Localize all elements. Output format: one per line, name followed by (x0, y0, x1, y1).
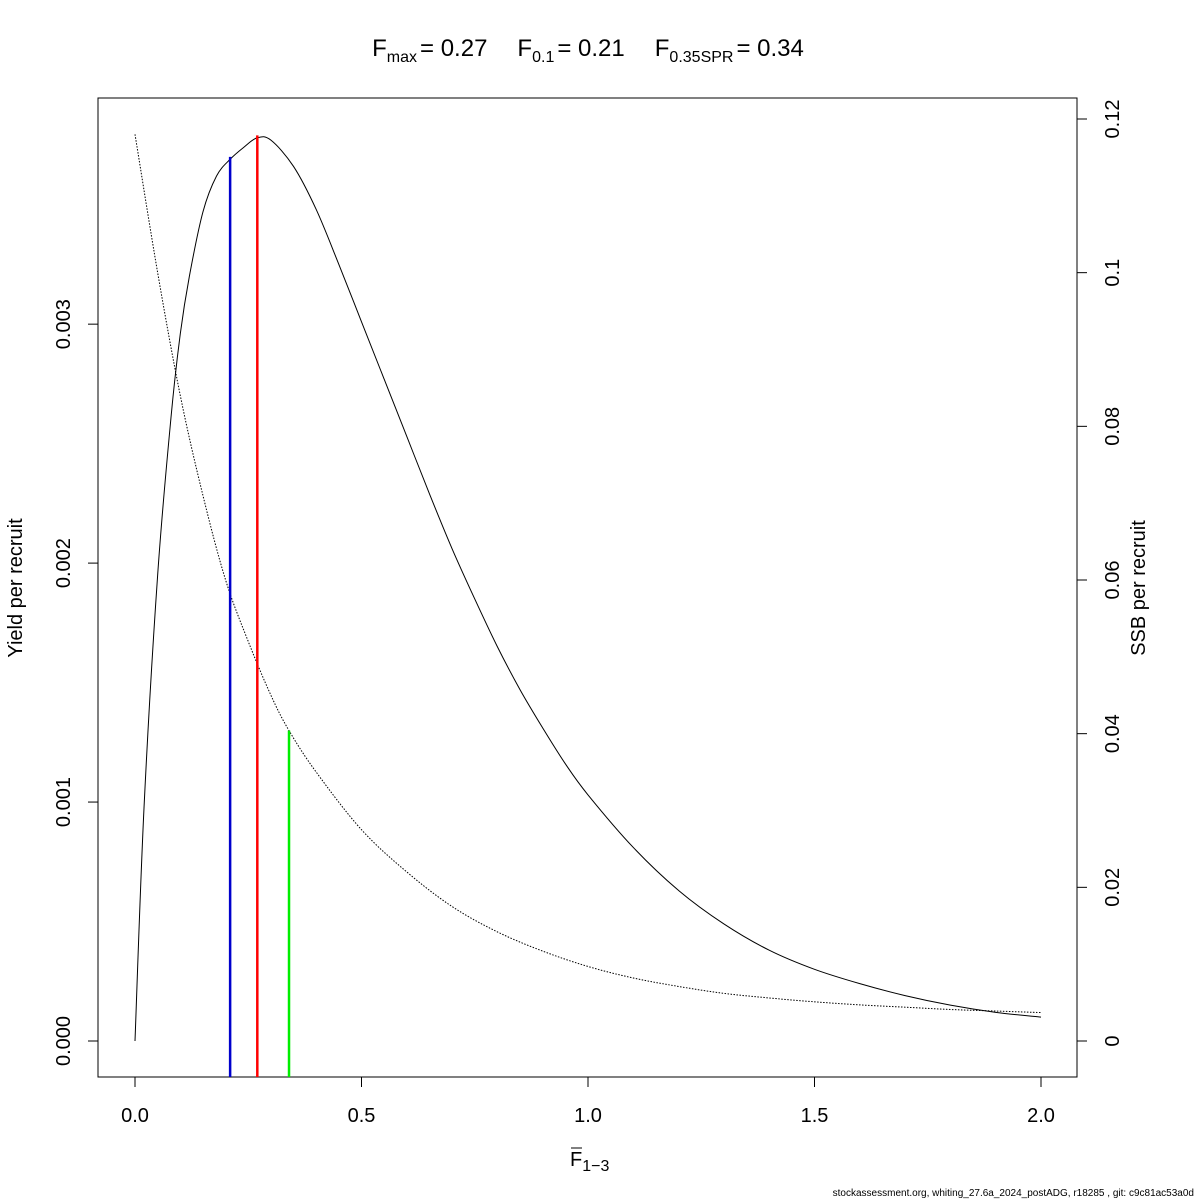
title-f01-sub: 0.1 (532, 49, 554, 66)
series-lines (134, 134, 1042, 1042)
x-tick-label: 1.5 (801, 1105, 829, 1127)
y-left-tick-label: 0.001 (53, 777, 75, 827)
x-tick-label: 0.5 (348, 1105, 376, 1127)
title-fspr-sub: 0.35SPR (669, 49, 733, 66)
title-f01-main: F (517, 35, 532, 62)
reference-lines (228, 135, 291, 1077)
y-right-tick-label: 0.08 (1102, 407, 1124, 446)
title-f01-value: = 0.21 (557, 35, 624, 62)
x-axis-label-main: F (570, 1149, 582, 1171)
y-left-tick-label: 0.002 (53, 538, 75, 588)
x-tick-label: 1.0 (574, 1105, 602, 1127)
x-tick-label: 2.0 (1027, 1105, 1055, 1127)
x-axis-label: F1−3 (570, 1147, 609, 1175)
ssb-per-recruit-line (134, 134, 1042, 1014)
y-left-tick-label: 0.000 (53, 1016, 75, 1066)
yield-per-recruit-line (134, 136, 1042, 1042)
footer-note: stockassessment.org, whiting_27.6a_2024_… (833, 1188, 1194, 1199)
y-right-tick-label: 0.04 (1102, 714, 1124, 753)
y-left-tick-label: 0.003 (53, 299, 75, 349)
chart-title: Fmax = 0.27 F0.1 = 0.21 F0.35SPR = 0.34 (372, 35, 804, 66)
title-fmax-value: = 0.27 (420, 35, 487, 62)
y-right-tick-label: 0.1 (1102, 259, 1124, 287)
axis-ticks: 0.0 0.5 1.0 1.5 2.0 0.000 0.001 0.002 0.003 0 0.02… (53, 100, 1124, 1127)
x-tick-label: 0.0 (121, 1105, 149, 1127)
svg-text:F1−3: F1−3 (570, 1149, 609, 1175)
x-axis-label-sub: 1−3 (582, 1158, 609, 1175)
title-fmax-sub: max (387, 49, 417, 66)
y-right-axis-label: SSB per recruit (1128, 520, 1150, 656)
y-right-tick-label: 0.12 (1102, 100, 1124, 139)
title-fspr-value: = 0.34 (736, 35, 803, 62)
y-right-tick-label: 0.06 (1102, 561, 1124, 600)
y-right-tick-label: 0 (1102, 1035, 1124, 1046)
title-fspr-main: F (655, 35, 670, 62)
title-fmax-main: F (372, 35, 387, 62)
y-left-axis-label: Yield per recruit (5, 518, 27, 658)
y-right-tick-label: 0.02 (1102, 868, 1124, 907)
plot-frame (97, 97, 1078, 1078)
